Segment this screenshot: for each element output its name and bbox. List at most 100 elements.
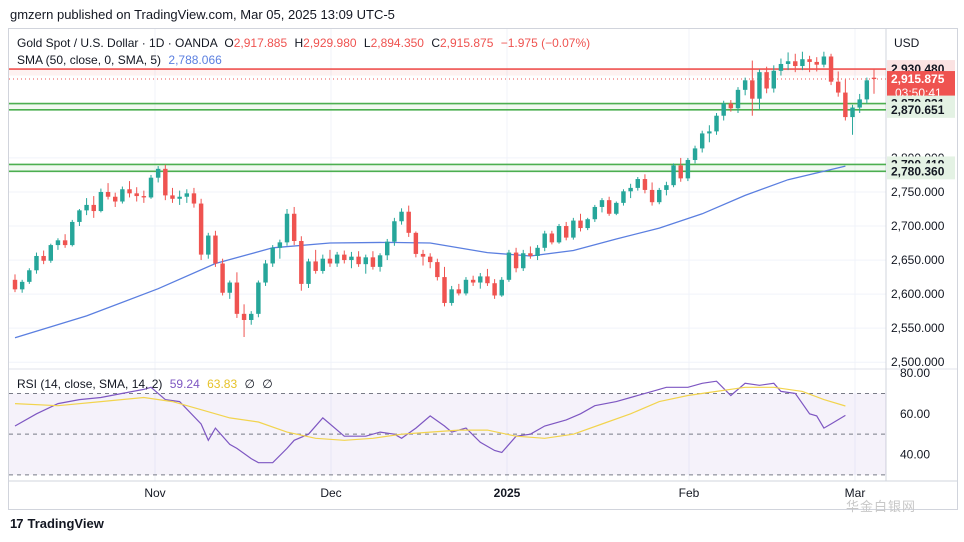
price-tag-box <box>887 101 955 118</box>
candle-body <box>184 193 190 197</box>
candle <box>313 249 318 274</box>
candle <box>299 236 304 291</box>
candle <box>427 253 433 269</box>
candle <box>664 181 669 196</box>
chart-canvas[interactable]: USD 2,500.000 2,550.000 2,600.000 2,650.000 2… <box>9 29 957 509</box>
candle <box>642 174 648 194</box>
rsi-legend[interactable]: RSI (14, close, SMA, 14, 2) 59.24 63.83 … <box>17 377 273 391</box>
candle-body <box>692 148 698 160</box>
candle <box>563 221 569 241</box>
price-tag-label: 2,780.360 <box>891 164 945 178</box>
candle <box>835 71 841 97</box>
candle <box>12 274 18 293</box>
candle <box>535 245 540 261</box>
candle <box>649 182 655 206</box>
candle-body <box>399 211 404 222</box>
tradingview-brand[interactable]: 17 TradingView <box>10 516 104 531</box>
candle-body <box>385 241 390 256</box>
candle <box>320 254 326 274</box>
candle-body <box>614 202 619 214</box>
candle-body <box>571 220 576 238</box>
candle <box>270 245 275 267</box>
candle <box>112 192 118 207</box>
high-label: H <box>294 36 304 50</box>
candle-body <box>241 313 247 320</box>
candle <box>699 130 705 153</box>
candle <box>850 104 855 135</box>
candle <box>599 198 605 213</box>
candle <box>771 65 777 93</box>
candle-body <box>427 256 433 263</box>
candle-body <box>621 191 626 203</box>
rsi-line <box>14 380 846 464</box>
candle-body <box>821 56 827 65</box>
candle <box>227 280 232 299</box>
candle-body <box>764 72 769 89</box>
candle-body <box>370 257 376 267</box>
candle-body <box>77 210 82 222</box>
candle-body <box>62 240 68 246</box>
candle-body <box>392 221 397 242</box>
price-tick-label: 2,750.000 <box>891 185 945 199</box>
candle-body <box>707 131 712 134</box>
candle <box>692 145 698 164</box>
candle <box>635 177 640 191</box>
candle-body <box>127 189 132 194</box>
candle <box>513 247 519 273</box>
candle-body <box>478 276 483 283</box>
candle <box>528 246 533 259</box>
price-tick-label: 2,650.000 <box>891 253 945 267</box>
time-tick-label: Dec <box>320 486 341 500</box>
candle-body <box>349 256 354 261</box>
candle <box>463 277 469 296</box>
candle <box>184 189 190 203</box>
rsi-tick-label: 60.00 <box>900 407 930 421</box>
candle-body <box>299 241 304 284</box>
candle-body <box>406 211 411 233</box>
candle-body <box>249 313 254 320</box>
candle <box>807 55 812 73</box>
candle-body <box>528 253 533 256</box>
candle-body <box>542 233 547 248</box>
candle <box>871 69 877 94</box>
watermark: 华金白银网 <box>846 499 917 514</box>
candle <box>213 230 218 267</box>
candle-body <box>649 189 655 203</box>
candle <box>571 217 576 240</box>
candle-body <box>91 204 96 212</box>
candle-body <box>155 168 161 178</box>
candle <box>291 206 297 246</box>
candle-body <box>549 233 555 243</box>
rsi-extra-1: ∅ <box>244 377 255 391</box>
candle <box>678 157 683 182</box>
candle-body <box>513 252 519 269</box>
candle <box>585 217 590 231</box>
sma-legend[interactable]: SMA (50, close, 0, SMA, 5) 2,788.066 <box>17 53 222 67</box>
candle <box>456 283 462 296</box>
rsi-value: 59.24 <box>169 377 200 391</box>
candle-body <box>800 59 805 67</box>
candle-body <box>320 258 326 271</box>
symbol-legend[interactable]: Gold Spot / U.S. Dollar · 1D · OANDA O2,… <box>17 36 590 50</box>
candle <box>98 188 104 213</box>
candle <box>764 66 769 94</box>
rsi-extra-2: ∅ <box>262 377 273 391</box>
candle-body <box>141 196 147 198</box>
candle <box>592 204 598 222</box>
candle <box>55 238 61 250</box>
candle-body <box>671 165 676 186</box>
candle-body <box>828 56 834 82</box>
currency-label: USD <box>894 36 920 50</box>
level-zone <box>9 103 886 110</box>
price-tag-box <box>887 163 955 180</box>
candle-body <box>313 261 318 271</box>
candle <box>220 258 225 296</box>
level-zone <box>9 164 886 172</box>
candle-body <box>19 281 25 290</box>
sma-50-line <box>14 165 846 339</box>
rsi-ma-value: 63.83 <box>207 377 238 391</box>
candle-body <box>41 255 46 261</box>
candle <box>521 249 526 271</box>
candle <box>141 190 147 203</box>
candle-body <box>213 235 218 264</box>
